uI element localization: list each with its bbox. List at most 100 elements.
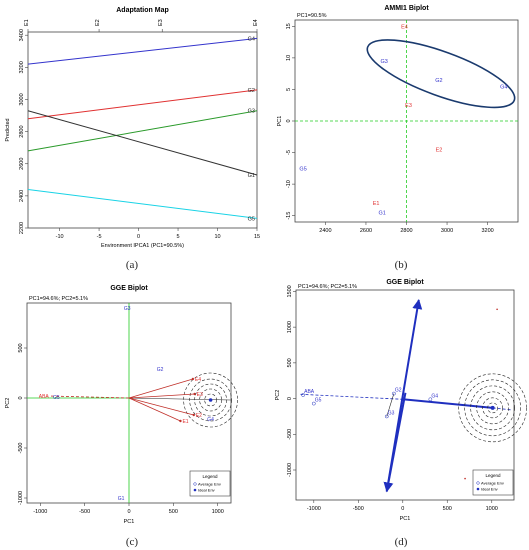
chart-title: GGE Biplot bbox=[110, 285, 148, 292]
stray-point bbox=[464, 477, 466, 480]
concentric-circle bbox=[183, 372, 238, 428]
series-line bbox=[27, 110, 258, 152]
legend-item: Ideal Env bbox=[198, 488, 215, 493]
legend-box bbox=[472, 469, 514, 496]
concentric-circle bbox=[482, 397, 503, 419]
y-tick-label: 2800 bbox=[19, 125, 25, 137]
point-marker bbox=[311, 401, 316, 406]
caption-d: (d) bbox=[395, 536, 408, 548]
x-tick-label: 2800 bbox=[400, 228, 412, 234]
y-tick-label: 0 bbox=[18, 396, 24, 399]
chart-title: Adaptation Map bbox=[116, 7, 169, 14]
vertical-arrow-down bbox=[383, 392, 407, 493]
average-env-axis bbox=[402, 398, 493, 409]
chart-title: AMMI1 Biplot bbox=[384, 5, 429, 12]
legend-marker bbox=[476, 487, 480, 491]
chart-title: GGE Biplot bbox=[386, 279, 424, 286]
y-tick-label: -500 bbox=[18, 442, 24, 453]
legend-marker bbox=[193, 488, 197, 492]
y-tick-label: 0 bbox=[286, 119, 292, 122]
series-line bbox=[27, 188, 258, 219]
concentric-circle bbox=[470, 385, 515, 431]
point-marker bbox=[428, 397, 433, 402]
average-env-axis-extension bbox=[492, 407, 513, 411]
series-label: G1 bbox=[248, 173, 255, 179]
y-tick-label: 1500 bbox=[287, 285, 293, 297]
legend-title: Legend bbox=[202, 474, 218, 479]
vector-tip bbox=[192, 413, 195, 417]
concentric-circle bbox=[476, 391, 509, 425]
point-label: G4 bbox=[431, 393, 438, 399]
top-axis-label: E1 bbox=[24, 19, 30, 26]
point-label: G3 bbox=[388, 410, 395, 416]
y-tick-label: 1000 bbox=[287, 321, 293, 333]
x-tick-label: -1000 bbox=[307, 506, 321, 512]
point-label: G2 bbox=[395, 388, 402, 394]
x-tick-label: -10 bbox=[56, 234, 64, 240]
y-tick-label: 2200 bbox=[19, 222, 25, 234]
point-label: ABA bbox=[304, 389, 315, 395]
dashed-vector bbox=[48, 395, 130, 399]
series-line bbox=[27, 37, 258, 65]
environment-vector bbox=[128, 378, 193, 399]
vector-tip bbox=[193, 392, 196, 396]
caption-c: (c) bbox=[126, 536, 139, 548]
series-label: G4 bbox=[248, 36, 255, 42]
chart-subtitle: PC1=90.5% bbox=[297, 13, 327, 19]
y-tick-label: -10 bbox=[286, 180, 292, 188]
x-tick-label: 1000 bbox=[486, 506, 498, 512]
legend-marker bbox=[476, 481, 480, 485]
point-label: E1 bbox=[373, 201, 380, 207]
point-label: G1 bbox=[118, 496, 125, 502]
x-tick-label: 2600 bbox=[360, 228, 372, 234]
y-tick-label: 500 bbox=[287, 358, 293, 367]
concentric-circle bbox=[189, 378, 232, 422]
point-label: G5 bbox=[315, 398, 322, 404]
ideal-env-marker bbox=[490, 405, 495, 410]
y-tick-label: 3400 bbox=[19, 29, 25, 41]
legend-box bbox=[189, 470, 231, 497]
x-tick-label: -1000 bbox=[33, 509, 47, 515]
chart-subtitle: PC1=94.6%; PC2=5.1% bbox=[298, 284, 357, 290]
y-tick-label: 5 bbox=[286, 88, 292, 91]
y-tick-label: -15 bbox=[286, 212, 292, 220]
x-tick-label: 10 bbox=[214, 234, 220, 240]
point-label: G4 bbox=[207, 417, 214, 423]
y-tick-label: 3200 bbox=[19, 61, 25, 73]
vector-tip bbox=[179, 419, 182, 423]
environment-vector bbox=[128, 393, 195, 399]
x-tick-label: 0 bbox=[401, 506, 404, 512]
y-tick-label: -1000 bbox=[18, 491, 24, 505]
y-tick-label: -500 bbox=[287, 429, 293, 440]
dashed-axis bbox=[300, 393, 403, 400]
point-label: E1 bbox=[182, 419, 188, 425]
x-tick-label: 2400 bbox=[319, 228, 331, 234]
y-tick-label: 2600 bbox=[19, 158, 25, 170]
legend-item: Ideal Env bbox=[481, 487, 498, 492]
point-label: E2 bbox=[436, 147, 443, 153]
legend-marker bbox=[193, 482, 197, 486]
point-marker bbox=[301, 393, 305, 397]
x-axis-label: Environment IPCA1 (PC1=90.5%) bbox=[101, 243, 184, 249]
legend-item: Average Env bbox=[481, 481, 504, 486]
adaptation-map-panel: Adaptation Map E1 E2 E3 E4 G4 G2 G3 G1 G5 -10 -5 0 5 1… bbox=[5, 7, 260, 249]
y-axis-label: Predicted bbox=[5, 118, 11, 141]
series-label: G5 bbox=[248, 216, 255, 222]
x-tick-label: 3000 bbox=[441, 228, 453, 234]
x-tick-label: 3200 bbox=[481, 228, 493, 234]
y-axis-label: PC1 bbox=[277, 116, 283, 127]
environment-vector bbox=[128, 397, 194, 416]
point-label: ABA bbox=[39, 394, 50, 400]
y-tick-label: 2400 bbox=[19, 190, 25, 202]
x-axis-label: PC1 bbox=[124, 519, 135, 525]
gge-biplot-panel-c: GGE Biplot PC1=94.6%; PC2=5.1% G3 G2 ABA G5 E4… bbox=[5, 285, 238, 525]
y-axis-label: PC2 bbox=[5, 398, 11, 409]
highlight-ellipse bbox=[366, 39, 516, 109]
x-axis-label: PC1 bbox=[400, 516, 411, 522]
x-tick-label: 0 bbox=[137, 234, 140, 240]
caption-a: (a) bbox=[126, 259, 139, 271]
